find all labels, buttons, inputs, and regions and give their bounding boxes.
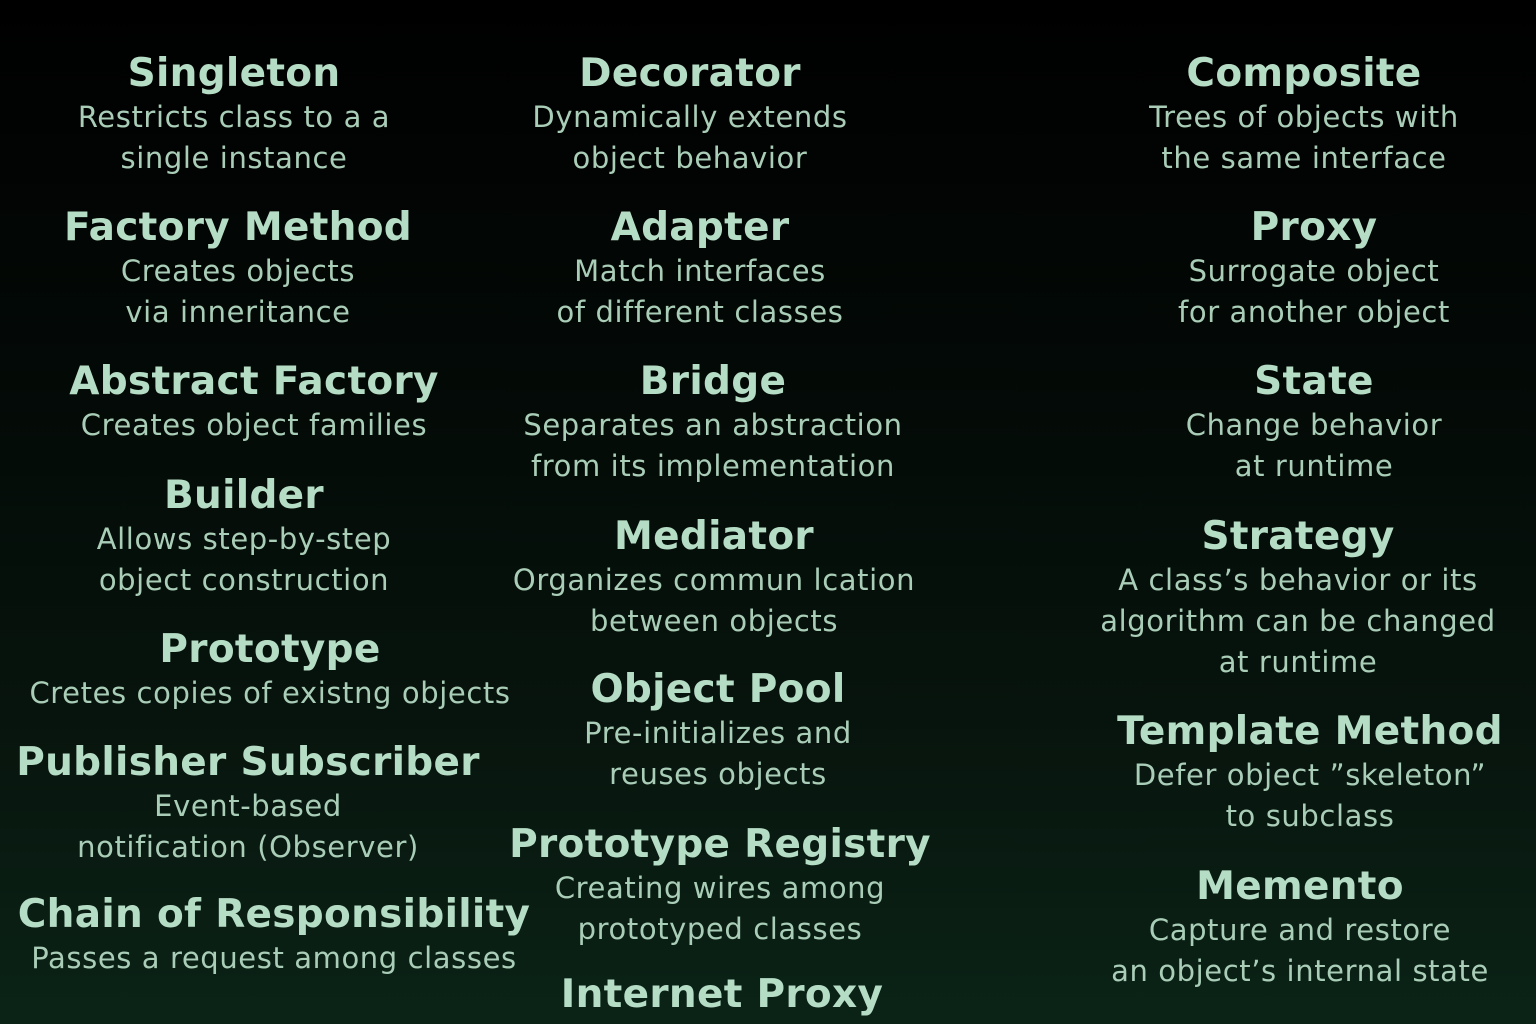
pattern-description: Restricts class to a a single instance — [78, 97, 390, 179]
pattern-factory-method: Factory Method Creates objects via inner… — [64, 205, 412, 333]
pattern-title: Chain of Responsibility — [17, 892, 531, 937]
description-line: at runtime — [1234, 449, 1394, 483]
pattern-title: Prototype Registry — [509, 822, 931, 867]
pattern-title: Publisher Subscriber — [16, 740, 480, 785]
pattern-title: Mediator — [614, 514, 814, 559]
description-line: Capture and restore — [1148, 913, 1452, 947]
pattern-template-method: Template Method Defer object ”skeleton” … — [1117, 709, 1503, 837]
pattern-title: Adapter — [610, 205, 790, 250]
pattern-bridge: Bridge Separates an abstraction from its… — [523, 359, 902, 487]
description-line: at runtime — [1218, 645, 1378, 679]
description-line: prototyped classes — [577, 912, 863, 946]
pattern-title: Template Method — [1117, 709, 1503, 754]
pattern-description: Separates an abstraction from its implem… — [523, 405, 902, 487]
pattern-title: Object Pool — [590, 667, 846, 712]
pattern-description: Creates objects via inneritance — [64, 251, 412, 333]
pattern-internet-proxy: Internet Proxy — [561, 972, 883, 1018]
pattern-description: Organizes commun lcation between objects — [513, 560, 915, 642]
pattern-description: Creating wires among prototyped classes — [509, 868, 931, 950]
description-line: notification (Observer) — [77, 830, 419, 864]
description-line: Separates an abstraction — [523, 408, 903, 442]
description-line: Creates objects — [120, 254, 356, 288]
pattern-strategy: Strategy A class’s behavior or its algor… — [1100, 514, 1496, 683]
pattern-title: Bridge — [639, 359, 787, 404]
pattern-description: Allows step-by-step object construction — [97, 519, 392, 601]
description-line: an object’s internal state — [1111, 954, 1489, 988]
description-line: between objects — [589, 604, 839, 638]
pattern-title: Proxy — [1250, 205, 1378, 250]
pattern-title: Memento — [1196, 864, 1404, 909]
description-line: Passes a request among classes — [31, 941, 517, 975]
description-line: Organizes commun lcation — [512, 563, 916, 597]
pattern-description: Creates object families — [69, 405, 439, 446]
pattern-chain-of-responsibility: Chain of Responsibility Passes a request… — [18, 892, 531, 979]
pattern-description: Surrogate object for another object — [1178, 251, 1450, 333]
pattern-title: Abstract Factory — [69, 359, 439, 404]
description-line: Creating wires among — [554, 871, 886, 905]
description-line: Restricts class to a a — [77, 100, 391, 134]
pattern-description: Capture and restore an object’s internal… — [1111, 910, 1489, 992]
pattern-prototype-registry: Prototype Registry Creating wires among … — [509, 822, 931, 950]
pattern-memento: Memento Capture and restore an object’s … — [1111, 864, 1489, 992]
description-line: Creates object families — [80, 408, 428, 442]
pattern-description: Cretes copies of existng objects — [29, 673, 510, 714]
description-line: Dynamically extends — [532, 100, 848, 134]
pattern-title: Prototype — [159, 627, 381, 672]
description-line: Defer object ”skeleton” — [1133, 758, 1487, 792]
pattern-description: Dynamically extends object behavior — [532, 97, 847, 179]
pattern-description: Defer object ”skeleton” to subclass — [1117, 755, 1503, 837]
pattern-title: Composite — [1186, 51, 1422, 96]
pattern-singleton: Singleton Restricts class to a a single … — [78, 51, 390, 179]
description-line: single instance — [120, 141, 348, 175]
description-line: Pre-initializes and — [584, 716, 852, 750]
pattern-builder: Builder Allows step-by-step object const… — [97, 473, 392, 601]
pattern-description: Match interfaces of different classes — [557, 251, 844, 333]
description-line: to subclass — [1225, 799, 1395, 833]
pattern-title: Singleton — [127, 51, 341, 96]
description-line: for another object — [1178, 295, 1450, 329]
pattern-prototype: Prototype Cretes copies of existng objec… — [29, 627, 510, 714]
pattern-object-pool: Object Pool Pre-initializes and reuses o… — [584, 667, 852, 795]
description-line: Event-based — [154, 789, 342, 823]
description-line: Trees of objects with — [1149, 100, 1459, 134]
pattern-title: Decorator — [579, 51, 801, 96]
description-line: Cretes copies of existng objects — [29, 676, 511, 710]
description-line: Match interfaces — [574, 254, 826, 288]
description-line: Change behavior — [1185, 408, 1443, 442]
description-line: of different classes — [556, 295, 844, 329]
pattern-description: Change behavior at runtime — [1186, 405, 1443, 487]
pattern-description: Event-based notification (Observer) — [16, 786, 480, 868]
description-line: via inneritance — [125, 295, 351, 329]
pattern-title: State — [1254, 359, 1374, 404]
description-line: Allows step-by-step — [96, 522, 392, 556]
pattern-abstract-factory: Abstract Factory Creates object families — [69, 359, 439, 446]
description-line: object construction — [98, 563, 390, 597]
pattern-description: A class’s behavior or its algorithm can … — [1100, 560, 1496, 683]
pattern-title: Internet Proxy — [560, 972, 884, 1017]
pattern-description: Passes a request among classes — [18, 938, 531, 979]
pattern-title: Builder — [164, 473, 324, 518]
pattern-title: Factory Method — [63, 205, 413, 250]
description-line: from its implementation — [530, 449, 896, 483]
pattern-mediator: Mediator Organizes commun lcation betwee… — [513, 514, 915, 642]
description-line: algorithm can be changed — [1100, 604, 1496, 638]
pattern-composite: Composite Trees of objects with the same… — [1149, 51, 1459, 179]
pattern-title: Strategy — [1201, 514, 1395, 559]
pattern-description: Trees of objects with the same interface — [1149, 97, 1459, 179]
pattern-description: Pre-initializes and reuses objects — [584, 713, 852, 795]
pattern-proxy: Proxy Surrogate object for another objec… — [1178, 205, 1450, 333]
pattern-state: State Change behavior at runtime — [1186, 359, 1443, 487]
description-line: reuses objects — [609, 757, 827, 791]
pattern-decorator: Decorator Dynamically extends object beh… — [532, 51, 847, 179]
description-line: Surrogate object — [1188, 254, 1440, 288]
description-line: A class’s behavior or its — [1118, 563, 1478, 597]
pattern-adapter: Adapter Match interfaces of different cl… — [557, 205, 844, 333]
description-line: object behavior — [572, 141, 808, 175]
description-line: the same interface — [1161, 141, 1447, 175]
pattern-publisher-subscriber: Publisher Subscriber Event-based notific… — [16, 740, 480, 868]
